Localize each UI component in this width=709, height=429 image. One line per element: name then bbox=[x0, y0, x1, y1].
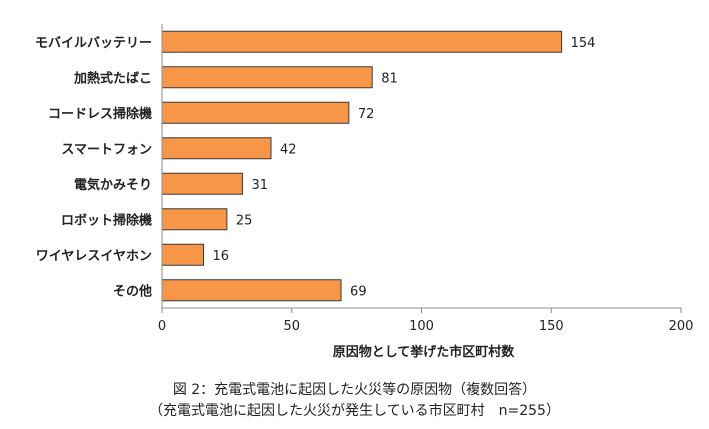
bar bbox=[161, 172, 243, 195]
data-label: 72 bbox=[358, 107, 375, 122]
data-label: 16 bbox=[213, 249, 230, 264]
x-tick-label: 50 bbox=[283, 319, 300, 334]
category-label: 加熱式たばこ bbox=[73, 70, 152, 86]
category-label: モバイルバッテリー bbox=[35, 36, 152, 51]
figure-caption-subtitle: （充電式電池に起因した火災が発生している市区町村 n=255） bbox=[149, 403, 560, 419]
category-label: ワイヤレスイヤホン bbox=[36, 249, 152, 264]
category-label: ロボット掃除機 bbox=[61, 212, 152, 228]
data-label: 81 bbox=[381, 71, 398, 86]
x-tick-label: 200 bbox=[669, 319, 694, 334]
x-ticks-layer: 0 50 100 150 200 bbox=[158, 308, 694, 334]
data-label: 31 bbox=[251, 178, 268, 193]
bar bbox=[161, 30, 563, 53]
data-label: 154 bbox=[571, 36, 596, 51]
bar bbox=[161, 101, 350, 124]
bar bbox=[161, 279, 342, 302]
bar bbox=[161, 243, 205, 266]
labels-layer: モバイルバッテリー 154 加熱式たばこ 81 コードレス掃除機 72 スマートフォン 42 電… bbox=[35, 36, 595, 300]
figure-caption-title: 図 2：充電式電池に起因した火災等の原因物（複数回答） bbox=[172, 382, 537, 398]
bar bbox=[161, 208, 228, 231]
x-tick-label: 0 bbox=[158, 319, 166, 334]
x-tick-label: 150 bbox=[539, 319, 564, 334]
category-label: コードレス掃除機 bbox=[48, 106, 152, 122]
category-label: 電気かみそり bbox=[74, 177, 152, 193]
data-label: 25 bbox=[236, 213, 253, 228]
data-label: 42 bbox=[280, 142, 297, 157]
category-label: スマートフォン bbox=[61, 142, 152, 157]
x-tick-label: 100 bbox=[409, 319, 434, 334]
data-label: 69 bbox=[350, 284, 367, 299]
category-label: その他 bbox=[113, 283, 152, 299]
bar bbox=[161, 137, 272, 160]
bar bbox=[161, 66, 373, 89]
x-axis-title: 原因物として挙げた市区町村数 bbox=[333, 344, 516, 360]
